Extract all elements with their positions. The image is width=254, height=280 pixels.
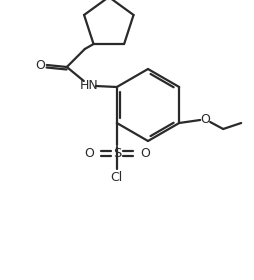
Text: O: O	[200, 113, 210, 125]
Text: S: S	[113, 146, 121, 160]
Text: O: O	[84, 146, 94, 160]
Text: O: O	[140, 146, 150, 160]
Text: Cl: Cl	[111, 171, 123, 183]
Text: O: O	[35, 59, 45, 71]
Text: HN: HN	[80, 78, 98, 92]
